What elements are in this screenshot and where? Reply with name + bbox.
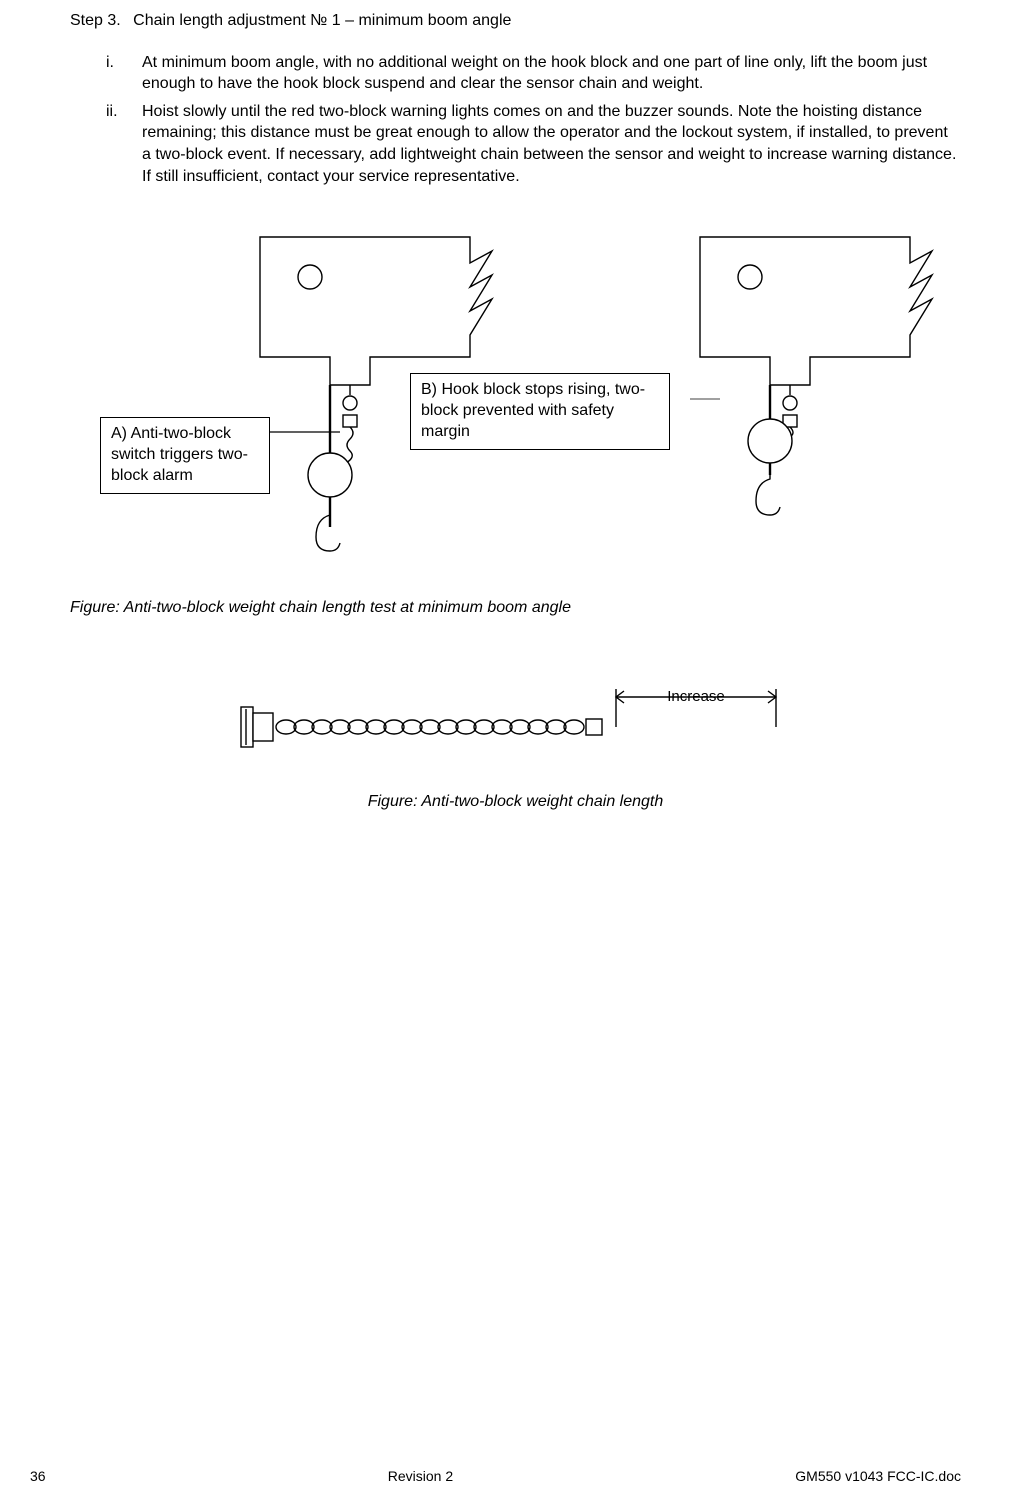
list-marker: ii. [106,101,118,123]
step-label: Step 3. [70,12,121,29]
revision-label: Revision 2 [388,1467,453,1486]
substep-list: i. At minimum boom angle, with no additi… [70,52,961,188]
list-text: Hoist slowly until the red two-block war… [142,103,956,185]
list-item: ii. Hoist slowly until the red two-block… [106,101,961,187]
list-item: i. At minimum boom angle, with no additi… [106,52,961,95]
list-marker: i. [106,52,114,74]
figure-1-caption: Figure: Anti-two-block weight chain leng… [70,597,961,619]
callout-b-text: B) Hook block stops rising, two-block pr… [421,381,645,440]
callout-a-leader [270,427,350,437]
figure-2-diagram: Increase [236,679,796,779]
callout-a-text: A) Anti-two-block switch triggers two-bl… [111,425,248,484]
list-text: At minimum boom angle, with no additiona… [142,54,927,93]
figure-2-caption: Figure: Anti-two-block weight chain leng… [70,791,961,813]
step-heading: Step 3. Chain length adjustment № 1 – mi… [70,10,961,32]
callout-a: A) Anti-two-block switch triggers two-bl… [100,417,270,493]
diagram-b [690,227,980,567]
figure-1: A) Anti-two-block switch triggers two-bl… [70,227,960,587]
page-footer: 36 Revision 2 GM550 v1043 FCC-IC.doc [0,1467,1031,1486]
callout-b: B) Hook block stops rising, two-block pr… [410,373,670,449]
page-number: 36 [30,1467,46,1486]
step-title: Chain length adjustment № 1 – minimum bo… [133,12,511,29]
doc-name: GM550 v1043 FCC-IC.doc [795,1467,961,1486]
increase-label: Increase [667,688,725,705]
